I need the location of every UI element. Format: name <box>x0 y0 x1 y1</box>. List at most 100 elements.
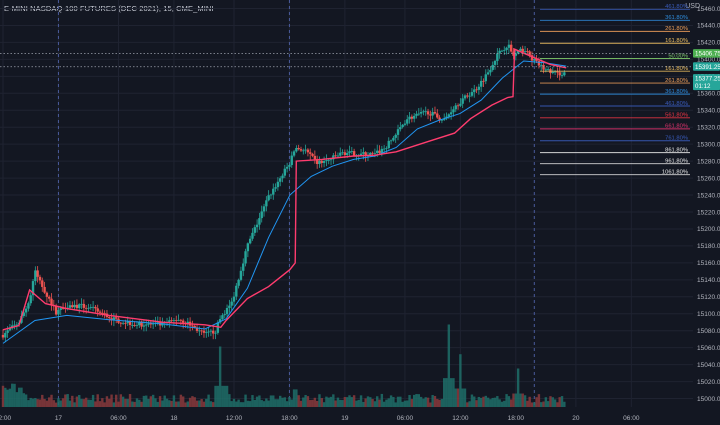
volume-bar <box>140 401 143 407</box>
price-tick-label: 15080.00 <box>697 328 720 335</box>
candle-body <box>359 153 363 156</box>
volume-bar <box>214 385 217 407</box>
volume-bar <box>463 388 467 407</box>
candle-body <box>191 325 194 327</box>
volume-bar <box>373 401 377 407</box>
candle-body <box>94 306 97 309</box>
volume-bar <box>345 397 349 407</box>
volume-bar <box>96 394 99 407</box>
candle-body <box>248 238 252 244</box>
candle-body <box>216 322 220 333</box>
volume-bar <box>371 399 374 407</box>
price-tick-label: 15280.00 <box>697 158 720 165</box>
volume-bar <box>114 394 118 407</box>
volume-bar <box>364 398 367 407</box>
candle-body <box>195 327 199 331</box>
candle-body <box>389 140 393 142</box>
volume-bar <box>156 401 159 407</box>
time-axis[interactable]: 12:00 17 06:00 18 12:00 18:00 19 06:00 12:00 18:0… <box>0 415 640 422</box>
volume-bar <box>175 401 178 407</box>
volume-bar <box>66 394 69 407</box>
candle-body <box>510 44 513 52</box>
volume-bar <box>341 400 344 407</box>
candle-body <box>449 112 453 115</box>
volume-bar <box>45 400 49 407</box>
volume-bar <box>110 394 113 407</box>
price-axis[interactable]: 15000.00 15020.00 15040.00 15060.00 15080.00… <box>697 6 720 403</box>
candle-body <box>239 270 243 280</box>
volume-bar <box>382 401 386 407</box>
volume-bar <box>38 399 42 407</box>
volume-bar <box>283 397 287 407</box>
price-tick-label: 15360.00 <box>697 91 720 98</box>
volume-bar <box>549 396 552 407</box>
candle-body <box>309 152 312 154</box>
candle-body <box>232 296 236 302</box>
volume-bar <box>551 397 554 407</box>
fib-level-label: 961.80% <box>665 158 688 164</box>
volume-bar <box>422 398 425 407</box>
candle-body <box>523 51 527 53</box>
price-tick-label: 15200.00 <box>697 226 720 233</box>
candle-body <box>200 330 203 332</box>
volume-bar <box>473 396 476 407</box>
candle-body <box>560 75 564 77</box>
volume-bar <box>82 399 86 407</box>
candle-body <box>24 308 28 313</box>
price-tick-label: 15180.00 <box>697 243 720 250</box>
candle-body <box>496 53 499 61</box>
volume-bar <box>322 402 326 407</box>
candle-body <box>1 334 5 338</box>
volume-bar <box>447 324 451 407</box>
volume-bar <box>385 399 388 407</box>
volume-bar <box>553 399 557 407</box>
volume-bar <box>521 393 524 407</box>
time-tick-label: 18:00 <box>281 415 298 422</box>
volume-bar <box>438 399 441 407</box>
volume-bar <box>429 402 432 407</box>
volume-bar <box>378 399 381 407</box>
volume-bar <box>216 385 220 407</box>
candle-body <box>31 281 35 296</box>
volume-bar <box>237 399 240 407</box>
candle-body <box>426 111 430 115</box>
price-tick-label: 15320.00 <box>697 124 720 131</box>
price-tag-countdown: 01:12 <box>695 83 711 90</box>
candle-body <box>8 328 12 331</box>
time-tick-label: 06:00 <box>110 415 127 422</box>
volume-bar <box>352 395 356 407</box>
volume-bar <box>8 388 12 407</box>
volume-bar <box>489 399 492 407</box>
candle-body <box>172 319 176 321</box>
volume-bar <box>4 387 7 407</box>
volume-bar <box>470 394 474 407</box>
indicator-lines <box>2 48 567 344</box>
volume-bar <box>544 397 548 407</box>
fib-level-label: 561.80% <box>665 113 688 119</box>
volume-bar <box>108 398 111 407</box>
candle-body <box>126 321 129 324</box>
price-tick-label: 15040.00 <box>697 362 720 369</box>
candle-body <box>387 140 390 149</box>
candle-body <box>348 151 351 154</box>
volume-bar <box>516 368 520 407</box>
candle-body <box>352 151 356 157</box>
candle-body <box>544 69 548 71</box>
fib-level-label: 661.80% <box>665 124 688 130</box>
volume-bar <box>198 400 201 407</box>
candle-body <box>237 279 240 286</box>
volume-bar <box>242 402 245 407</box>
volume-bar <box>357 399 360 407</box>
time-tick-label: 20 <box>572 415 580 422</box>
price-tick-label: 15340.00 <box>697 108 720 115</box>
price-tag-value: 15391.25 <box>695 64 720 71</box>
volume-bar <box>320 398 323 407</box>
volume-bar <box>22 393 25 407</box>
candle-body <box>516 50 520 54</box>
candle-body <box>433 112 437 114</box>
candle-body <box>489 69 492 73</box>
candle-body <box>186 321 189 324</box>
volume-bar <box>528 396 531 407</box>
